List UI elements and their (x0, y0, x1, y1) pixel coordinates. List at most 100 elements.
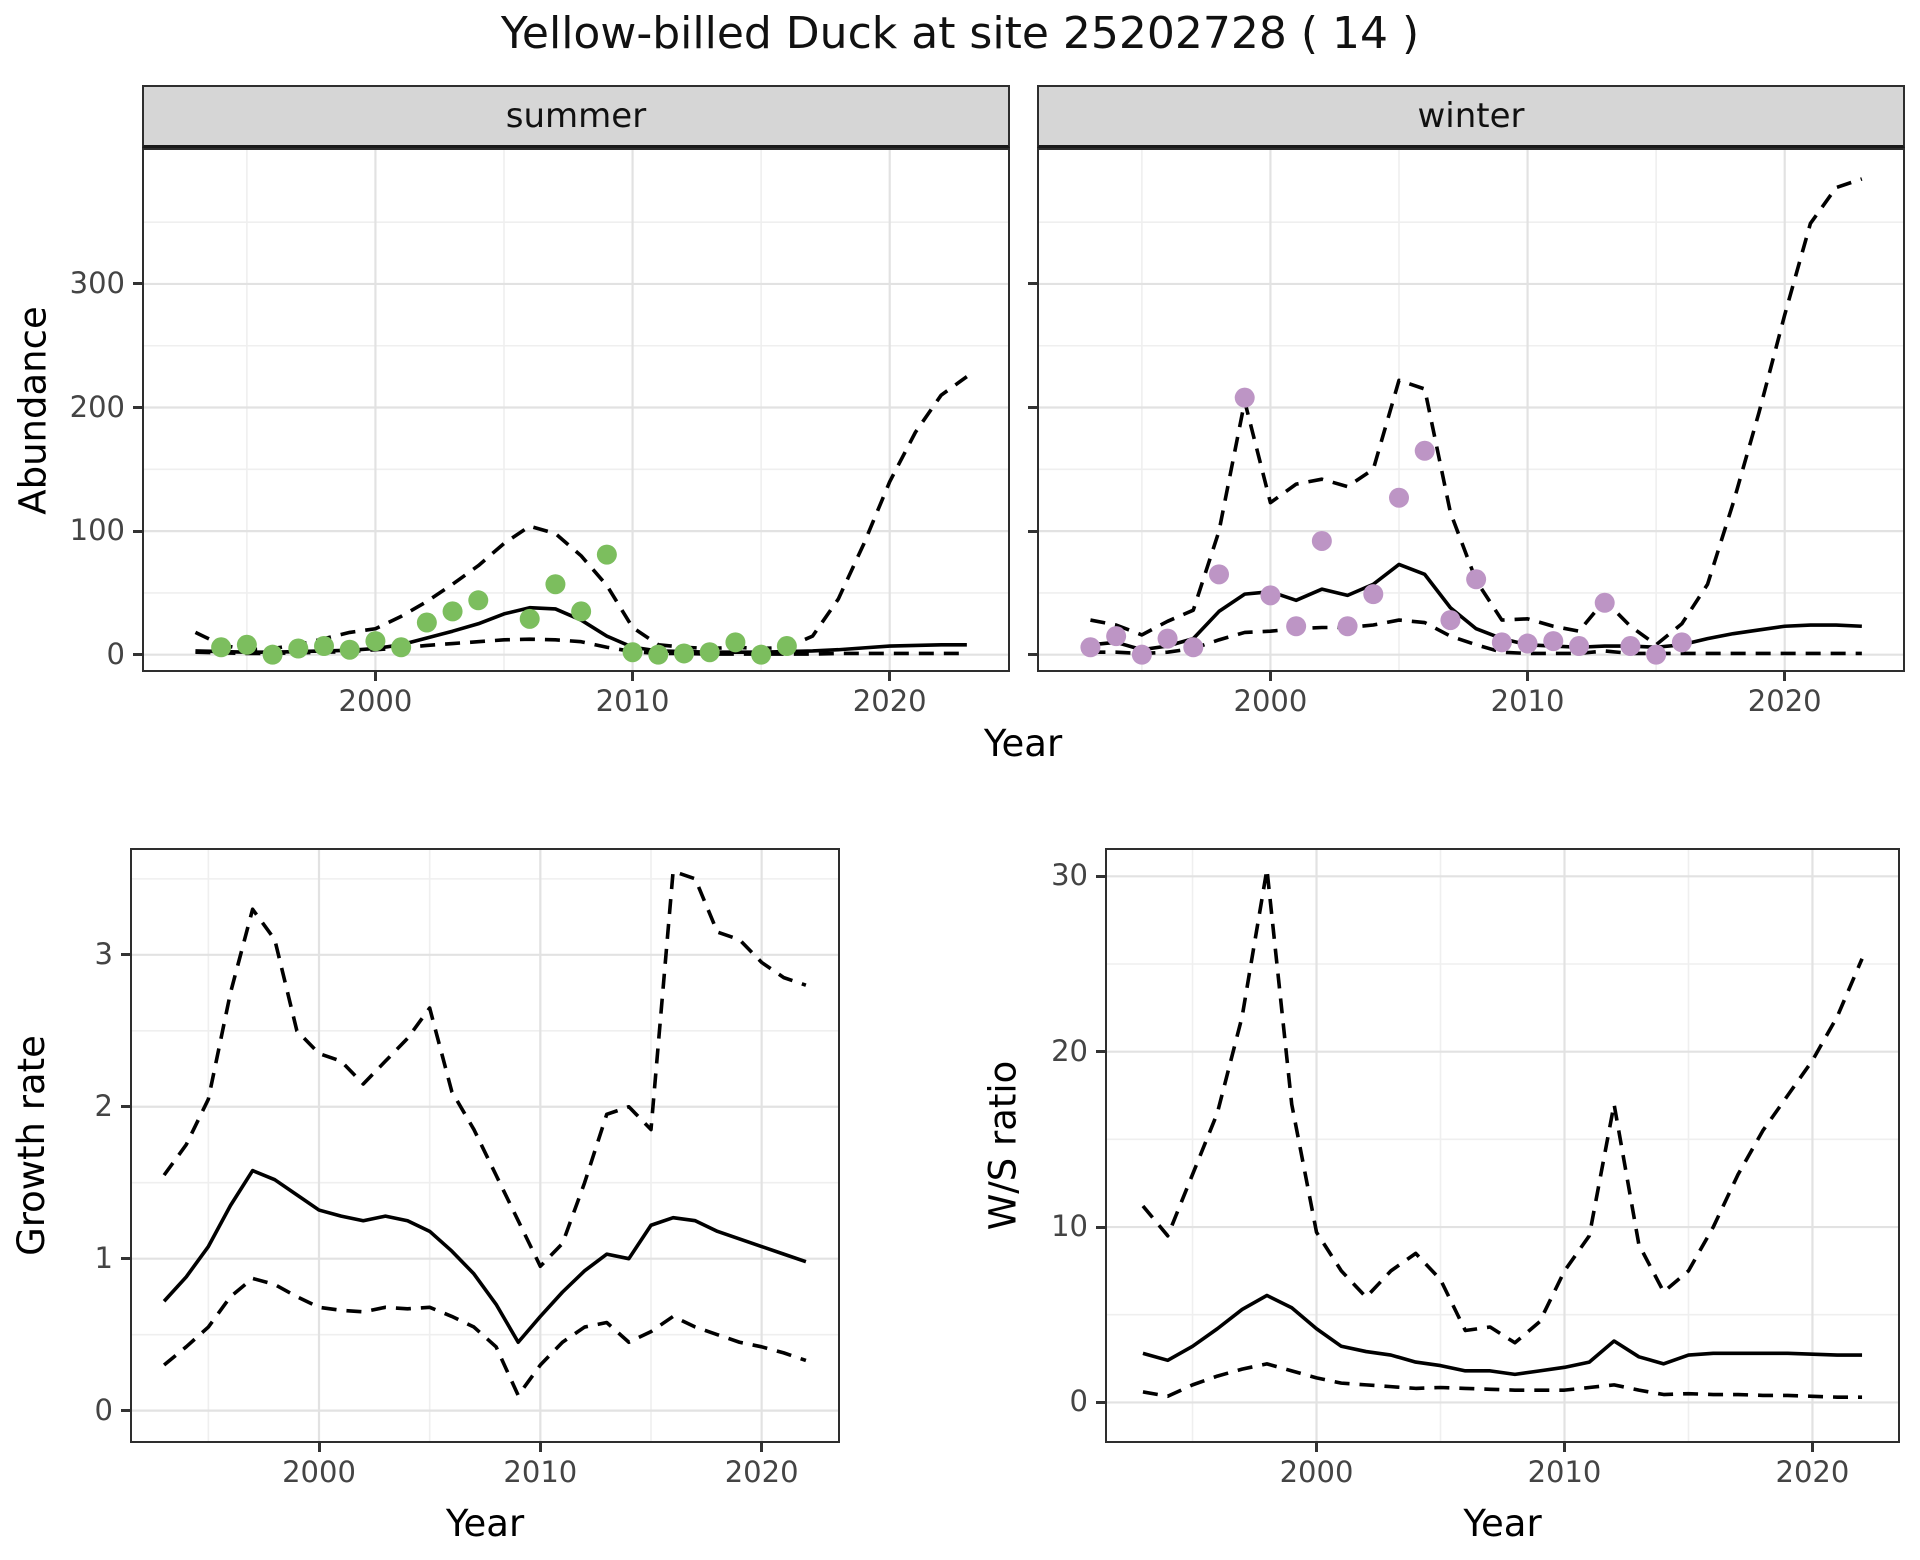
ws-axis-title-wrap: W/S ratio (978, 935, 1028, 1355)
abundance-winter-observed-point (1440, 610, 1461, 631)
abundance-summer-x-tick-label: 2010 (595, 684, 670, 718)
abundance-winter-lower-95-ci-line (1090, 618, 1862, 656)
ws-ratio-y-tick (1096, 874, 1105, 878)
abundance-summer-observed-point (776, 636, 797, 657)
abundance-winter-observed-point (1183, 637, 1204, 658)
abundance-summer-y-tick-label: 100 (69, 513, 125, 548)
growth-x-axis-title: Year (445, 1502, 525, 1545)
abundance-summer-panel (142, 148, 1010, 672)
ws-ratio-y-tick (1096, 1225, 1105, 1229)
ws-ratio-lower-95-ci-line (1142, 1362, 1863, 1399)
abundance-winter-y-tick (1028, 406, 1037, 410)
abundance-summer-observed-point (699, 642, 720, 663)
abundance-winter-observed-point (1543, 631, 1564, 652)
abundance-winter-observed-point (1363, 584, 1384, 605)
growth-rate-x-tick (760, 1443, 764, 1452)
abundance-winter-observed-point (1106, 626, 1127, 647)
growth-axis-title-wrap: Growth rate (6, 935, 56, 1355)
abundance-summer-observed-point (391, 637, 412, 658)
abundance-summer-observed-point (596, 544, 617, 565)
growth-rate-x-tick-label: 2000 (282, 1455, 356, 1489)
abundance-winter-observed-point (1517, 633, 1538, 654)
abundance-summer-observed-point (571, 601, 592, 622)
abundance-winter-x-tick (1268, 672, 1272, 681)
abundance-winter-observed-point (1157, 628, 1178, 649)
top-x-axis-title: Year (983, 722, 1063, 765)
abundance-winter-observed-point (1311, 530, 1332, 551)
abundance-summer-plot (144, 150, 1008, 670)
growth-rate-upper-95-ci-line (162, 869, 807, 1269)
abundance-summer-observed-point (725, 632, 746, 653)
ws-ratio-x-tick-label: 2020 (1775, 1455, 1850, 1489)
growth-rate-y-tick (121, 1409, 130, 1413)
abundance-winter-y-tick (1028, 653, 1037, 657)
abundance-winter-observed-point (1209, 564, 1229, 585)
abundance-summer-observed-point (236, 634, 257, 655)
ws-ratio-y-tick-label: 0 (1069, 1384, 1088, 1419)
abundance-summer-observed-point (468, 590, 489, 611)
abundance-summer-observed-point (545, 574, 566, 595)
abundance-summer-x-tick (373, 672, 377, 681)
facet-strip-summer-label: summer (505, 96, 647, 136)
abundance-winter-observed-point (1260, 585, 1281, 606)
abundance-summer-y-tick-label: 0 (106, 636, 125, 671)
abundance-winter-observed-point (1466, 569, 1487, 590)
abundance-summer-observed-point (288, 638, 309, 659)
growth-rate-y-tick (121, 1257, 130, 1261)
abundance-summer-observed-point (751, 644, 772, 665)
growth-rate-x-tick-label: 2020 (724, 1455, 799, 1489)
abundance-winter-median-line (1090, 562, 1862, 652)
growth-rate-y-tick-label: 1 (94, 1240, 113, 1275)
abundance-summer-observed-point (365, 631, 386, 652)
ws-ratio-y-tick (1096, 1050, 1105, 1054)
abundance-summer-y-tick-label: 200 (69, 389, 125, 424)
ws-ratio-y-tick-label: 30 (1051, 858, 1088, 893)
abundance-summer-observed-point (648, 644, 669, 665)
growth-rate-y-tick (121, 1105, 130, 1109)
ws-ratio-y-tick-label: 10 (1051, 1209, 1088, 1244)
abundance-summer-observed-point (442, 601, 463, 622)
abundance-winter-y-tick (1028, 282, 1037, 286)
facet-strip-summer: summer (142, 85, 1010, 148)
facet-strip-winter: winter (1037, 85, 1905, 148)
abundance-winter-x-tick-label: 2010 (1490, 684, 1565, 718)
growth-rate-x-tick (538, 1443, 542, 1452)
abundance-summer-x-tick-label: 2000 (338, 684, 413, 718)
growth-rate-plot (132, 850, 838, 1441)
growth-rate-lower-95-ci-line (162, 1276, 807, 1398)
abundance-winter-observed-point (1671, 632, 1692, 653)
abundance-winter-observed-point (1337, 616, 1358, 637)
abundance-summer-observed-point (674, 643, 694, 664)
growth-rate-y-tick-label: 2 (94, 1088, 113, 1123)
abundance-winter-x-tick (1526, 672, 1530, 681)
ws-ratio-x-tick (1315, 1443, 1319, 1452)
abundance-summer-y-tick (133, 282, 142, 286)
growth-rate-median-line (162, 1168, 807, 1345)
abundance-winter-observed-point (1569, 636, 1589, 657)
abundance-winter-plot (1039, 150, 1903, 670)
abundance-winter-observed-point (1646, 644, 1667, 665)
growth-rate-x-tick-label: 2010 (503, 1455, 578, 1489)
abundance-winter-panel (1037, 148, 1905, 672)
ws-ratio-x-tick-label: 2000 (1279, 1455, 1354, 1489)
growth-rate-y-tick-label: 3 (94, 936, 113, 971)
abundance-winter-y-tick (1028, 529, 1037, 533)
abundance-winter-observed-point (1286, 616, 1307, 637)
abundance-winter-observed-point (1389, 487, 1409, 508)
abundance-summer-observed-point (519, 608, 540, 629)
ws-ratio-upper-95-ci-line (1141, 867, 1864, 1345)
abundance-summer-y-tick (133, 529, 142, 533)
ws-ratio-plot (1107, 850, 1898, 1441)
ws-ratio-median-line (1142, 1293, 1863, 1377)
abundance-summer-x-tick (631, 672, 635, 681)
abundance-winter-x-tick-label: 2000 (1233, 684, 1308, 718)
facet-strip-winter-label: winter (1417, 96, 1525, 136)
abundance-winter-observed-point (1131, 644, 1152, 665)
abundance-winter-observed-point (1080, 637, 1101, 658)
abundance-summer-observed-point (262, 644, 283, 665)
ws-ratio-y-tick (1096, 1400, 1105, 1404)
abundance-summer-observed-point (211, 637, 232, 658)
abundance-summer-y-tick-label: 300 (69, 265, 125, 300)
growth-rate-x-tick (317, 1443, 321, 1452)
abundance-summer-y-tick (133, 653, 142, 657)
